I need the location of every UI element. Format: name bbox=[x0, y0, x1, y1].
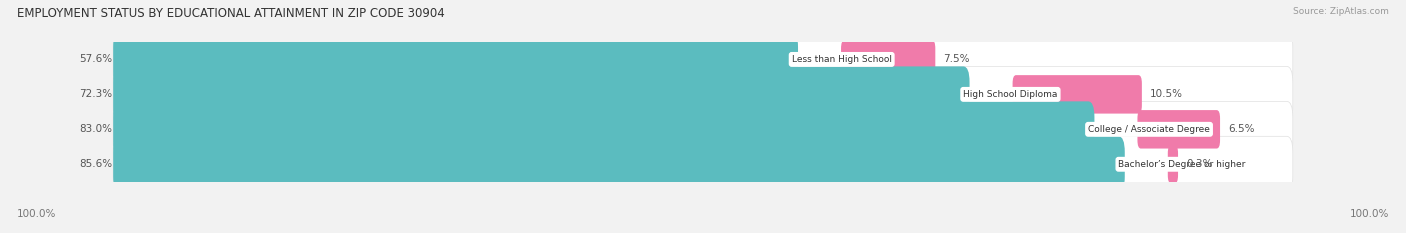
FancyBboxPatch shape bbox=[841, 40, 935, 79]
Text: Bachelor’s Degree or higher: Bachelor’s Degree or higher bbox=[1118, 160, 1246, 169]
FancyBboxPatch shape bbox=[112, 136, 1125, 192]
Text: EMPLOYMENT STATUS BY EDUCATIONAL ATTAINMENT IN ZIP CODE 30904: EMPLOYMENT STATUS BY EDUCATIONAL ATTAINM… bbox=[17, 7, 444, 20]
Text: 83.0%: 83.0% bbox=[80, 124, 112, 134]
FancyBboxPatch shape bbox=[1012, 75, 1142, 114]
Text: 57.6%: 57.6% bbox=[79, 55, 112, 64]
Text: 100.0%: 100.0% bbox=[1350, 209, 1389, 219]
FancyBboxPatch shape bbox=[112, 101, 1094, 157]
FancyBboxPatch shape bbox=[112, 66, 970, 122]
FancyBboxPatch shape bbox=[1168, 145, 1178, 184]
Text: 72.3%: 72.3% bbox=[79, 89, 112, 99]
Text: 6.5%: 6.5% bbox=[1227, 124, 1254, 134]
Text: 10.5%: 10.5% bbox=[1150, 89, 1182, 99]
FancyBboxPatch shape bbox=[1137, 110, 1220, 149]
FancyBboxPatch shape bbox=[112, 66, 1294, 122]
Text: Source: ZipAtlas.com: Source: ZipAtlas.com bbox=[1294, 7, 1389, 16]
FancyBboxPatch shape bbox=[112, 136, 1294, 192]
Text: 7.5%: 7.5% bbox=[943, 55, 970, 64]
Text: College / Associate Degree: College / Associate Degree bbox=[1088, 125, 1211, 134]
FancyBboxPatch shape bbox=[112, 101, 1294, 157]
Text: 0.3%: 0.3% bbox=[1185, 159, 1212, 169]
Text: 100.0%: 100.0% bbox=[17, 209, 56, 219]
Text: 85.6%: 85.6% bbox=[79, 159, 112, 169]
Text: Less than High School: Less than High School bbox=[792, 55, 891, 64]
FancyBboxPatch shape bbox=[112, 31, 1294, 87]
FancyBboxPatch shape bbox=[112, 31, 799, 87]
Text: High School Diploma: High School Diploma bbox=[963, 90, 1057, 99]
